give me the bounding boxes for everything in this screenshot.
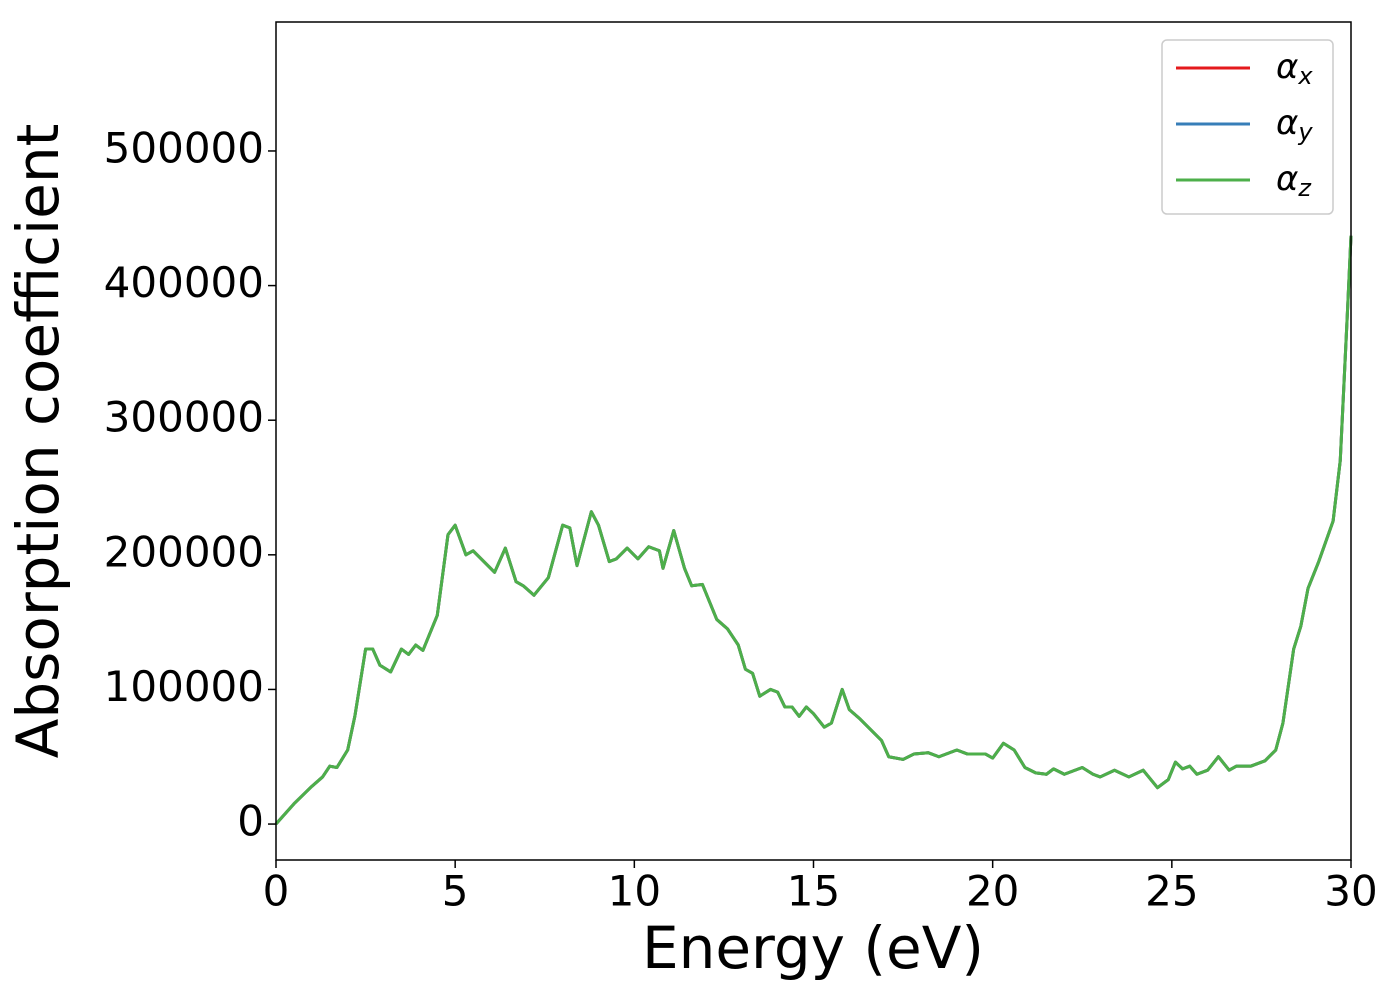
- x-tick-label: 10: [608, 867, 661, 916]
- legend-box: [1161, 39, 1334, 215]
- y-tick-label: 0: [237, 797, 264, 846]
- x-axis-label: Energy (eV): [642, 914, 984, 982]
- y-tick-label: 100000: [104, 662, 264, 711]
- x-tick-label: 20: [966, 867, 1019, 916]
- line-series: [274, 235, 1353, 826]
- plot-frame: [275, 21, 1352, 861]
- line-series: [274, 235, 1353, 826]
- legend-label: αy: [1276, 103, 1313, 147]
- y-axis-label: Absorption coefficient: [4, 124, 72, 759]
- legend-label: αx: [1276, 47, 1313, 91]
- line-series: [274, 235, 1353, 826]
- x-tick-label: 5: [442, 867, 469, 916]
- x-tick-label: 30: [1324, 867, 1377, 916]
- y-tick-label: 200000: [104, 527, 264, 576]
- y-tick-label: 300000: [104, 393, 264, 442]
- y-tick-label: 500000: [104, 123, 264, 172]
- x-tick-label: 25: [1145, 867, 1198, 916]
- x-tick-label: 0: [263, 867, 290, 916]
- y-tick-label: 400000: [104, 258, 264, 307]
- legend-label: αz: [1276, 159, 1312, 203]
- x-tick-label: 15: [787, 867, 840, 916]
